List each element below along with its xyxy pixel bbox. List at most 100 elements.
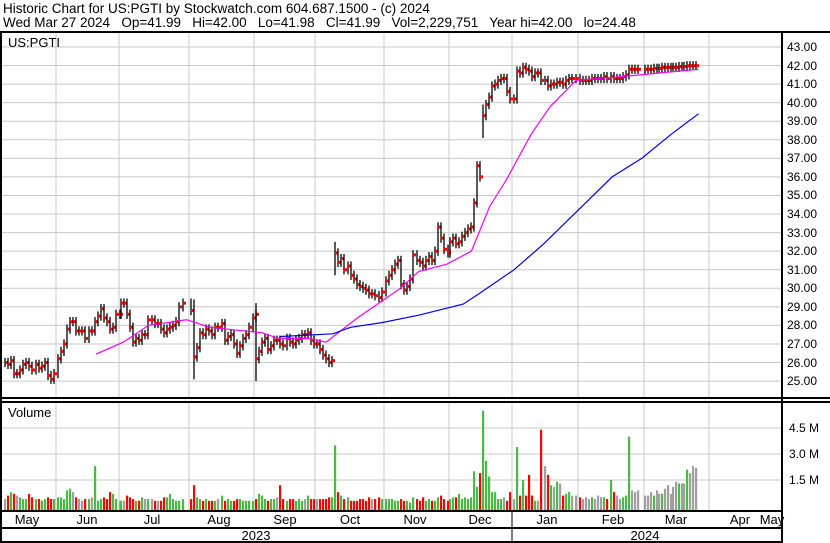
close-tick (483, 114, 486, 118)
close-tick (335, 251, 338, 255)
close-tick (583, 78, 586, 82)
volume-bar (126, 495, 129, 510)
close-tick (130, 325, 133, 329)
volume-bar (258, 493, 261, 510)
volume-bar (81, 500, 84, 510)
volume-bar (224, 500, 227, 510)
volume-bar (556, 481, 559, 510)
month-label: Sep (273, 512, 297, 527)
close-tick (320, 348, 323, 352)
price-tick-label: 25.00 (787, 374, 818, 389)
close-tick (429, 255, 432, 259)
close-tick (222, 322, 225, 326)
price-tick-label: 26.00 (787, 355, 818, 370)
close-tick (486, 103, 489, 107)
volume-bar (166, 497, 169, 510)
close-tick (507, 90, 510, 94)
volume-bar (491, 492, 494, 510)
price-tick-label: 34.00 (787, 207, 818, 222)
close-tick (104, 316, 107, 320)
volume-bar (476, 486, 479, 510)
close-tick (495, 82, 498, 86)
close-tick (684, 64, 687, 68)
month-label: Oct (339, 512, 361, 527)
volume-bar (53, 499, 56, 510)
close-tick (179, 305, 182, 309)
close-tick (369, 292, 372, 296)
close-tick (54, 372, 57, 376)
close-tick (535, 71, 538, 75)
volume-bar (597, 495, 600, 510)
year-label: 2024 (630, 528, 660, 543)
volume-bar (610, 480, 613, 510)
volume-bar (169, 493, 172, 510)
volume-bar (120, 500, 123, 510)
close-tick (586, 78, 589, 82)
close-tick (450, 240, 453, 244)
close-tick (456, 242, 459, 246)
volume-bar (41, 500, 44, 510)
close-tick (638, 67, 641, 71)
volume-bar (683, 483, 686, 510)
close-tick (614, 77, 617, 81)
volume-bar (540, 429, 543, 510)
volume-bar (409, 502, 412, 510)
close-tick (501, 77, 504, 81)
volume-bar (239, 499, 242, 510)
close-tick (61, 349, 64, 353)
volume-bar (31, 497, 34, 510)
volume-bar (343, 499, 346, 510)
close-tick (256, 312, 259, 316)
volume-bar (141, 497, 144, 510)
close-tick (651, 67, 654, 71)
close-tick (8, 362, 11, 366)
volume-bar (217, 499, 220, 510)
close-tick (673, 65, 676, 69)
close-tick (155, 322, 158, 326)
volume-bar (613, 492, 616, 510)
close-tick (372, 292, 375, 296)
close-tick (194, 355, 197, 359)
price-tick-label: 29.00 (787, 299, 818, 314)
volume-bar (619, 499, 622, 510)
volume-bar (57, 497, 60, 510)
close-tick (363, 286, 366, 290)
volume-bar (322, 499, 325, 510)
close-tick (206, 327, 209, 331)
volume-bar (416, 499, 419, 510)
close-tick (26, 361, 29, 365)
close-tick (629, 67, 632, 71)
close-tick (696, 64, 699, 68)
close-tick (344, 268, 347, 272)
close-tick (554, 82, 557, 86)
volume-bar (431, 500, 434, 510)
volume-bar (458, 493, 461, 510)
volume-bar (193, 485, 196, 510)
volume-bar (381, 499, 384, 510)
volume-bar (452, 497, 455, 510)
volume-bar (544, 466, 547, 510)
close-tick (338, 260, 341, 264)
close-tick (438, 225, 441, 229)
volume-bar (371, 499, 374, 510)
close-tick (161, 327, 164, 331)
close-tick (39, 366, 42, 370)
close-tick (551, 82, 554, 86)
close-tick (679, 64, 682, 68)
volume-bar (44, 499, 47, 510)
volume-bar (634, 492, 637, 510)
close-tick (92, 329, 95, 333)
volume-bar (503, 497, 506, 510)
price-tick-label: 39.00 (787, 114, 818, 129)
volume-bar (559, 483, 562, 510)
volume-bar (334, 445, 337, 510)
close-tick (98, 314, 101, 318)
close-tick (152, 318, 155, 322)
close-tick (191, 309, 194, 313)
close-tick (348, 264, 351, 268)
volume-bar (84, 499, 87, 510)
close-tick (662, 65, 665, 69)
volume-bar (388, 499, 391, 510)
volume-bar (494, 492, 497, 510)
close-tick (648, 67, 651, 71)
